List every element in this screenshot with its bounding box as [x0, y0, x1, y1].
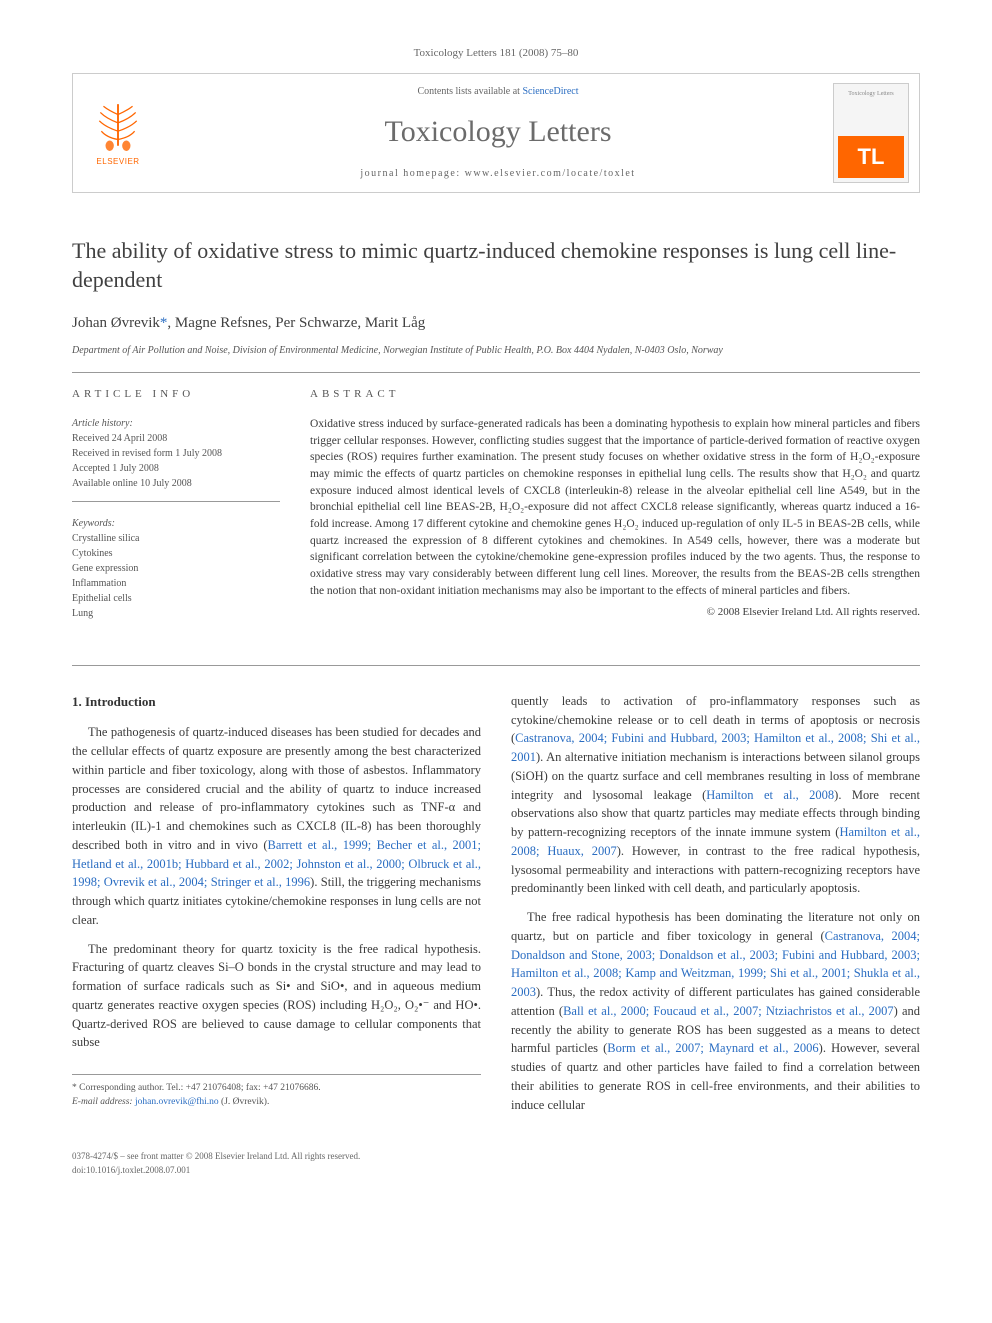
journal-header-box: ELSEVIER Contents lists available at Sci… — [72, 73, 920, 193]
affiliation: Department of Air Pollution and Noise, D… — [72, 344, 920, 358]
corresponding-author-line: * Corresponding author. Tel.: +47 210764… — [72, 1081, 481, 1095]
intro-heading: 1. Introduction — [72, 692, 481, 712]
keyword: Lung — [72, 606, 280, 621]
doi-line: doi:10.1016/j.toxlet.2008.07.001 — [72, 1164, 920, 1178]
keyword: Gene expression — [72, 561, 280, 576]
paragraph: The pathogenesis of quartz-induced disea… — [72, 723, 481, 929]
history-label: Article history: — [72, 416, 280, 431]
keywords-label: Keywords: — [72, 516, 280, 531]
article-history-block: Article history: Received 24 April 2008 … — [72, 416, 280, 502]
homepage-prefix: journal homepage: — [360, 168, 464, 179]
paragraph: quently leads to activation of pro-infla… — [511, 692, 920, 898]
history-revised: Received in revised form 1 July 2008 — [72, 446, 280, 461]
column-right: quently leads to activation of pro-infla… — [511, 692, 920, 1125]
keyword: Epithelial cells — [72, 591, 280, 606]
journal-cover-thumb: Toxicology Letters TL — [833, 83, 909, 183]
column-left: 1. Introduction The pathogenesis of quar… — [72, 692, 481, 1125]
citation-link[interactable]: Ball et al., 2000; Foucaud et al., 2007;… — [563, 1004, 894, 1018]
abstract-label: abstract — [310, 387, 920, 402]
text: The pathogenesis of quartz-induced disea… — [72, 725, 481, 852]
elsevier-tree-icon — [92, 100, 144, 152]
authors-line: Johan Øvrevik*, Magne Refsnes, Per Schwa… — [72, 313, 920, 334]
keyword: Inflammation — [72, 576, 280, 591]
keywords-block: Keywords: Crystalline silica Cytokines G… — [72, 516, 280, 631]
journal-reference: Toxicology Letters 181 (2008) 75–80 — [72, 46, 920, 61]
issn-line: 0378-4274/$ – see front matter © 2008 El… — [72, 1150, 920, 1164]
abstract-text: Oxidative stress induced by surface-gene… — [310, 416, 920, 599]
email-link[interactable]: johan.ovrevik@fhi.no — [135, 1097, 219, 1107]
body-columns: 1. Introduction The pathogenesis of quar… — [72, 692, 920, 1125]
email-label: E-mail address: — [72, 1097, 135, 1107]
contents-line: Contents lists available at ScienceDirec… — [163, 85, 833, 99]
history-received: Received 24 April 2008 — [72, 431, 280, 446]
thumb-badge: TL — [838, 136, 904, 179]
paragraph: The free radical hypothesis has been dom… — [511, 908, 920, 1114]
citation-link[interactable]: Borm et al., 2007; Maynard et al., 2006 — [607, 1041, 818, 1055]
corresponding-footer: * Corresponding author. Tel.: +47 210764… — [72, 1074, 481, 1110]
elsevier-logo: ELSEVIER — [73, 92, 163, 175]
header-center: Contents lists available at ScienceDirec… — [163, 75, 833, 191]
keyword: Crystalline silica — [72, 531, 280, 546]
abstract-column: abstract Oxidative stress induced by sur… — [310, 387, 920, 645]
sciencedirect-link[interactable]: ScienceDirect — [522, 86, 578, 97]
history-online: Available online 10 July 2008 — [72, 476, 280, 491]
text: The predominant theory for quartz toxici… — [72, 942, 481, 1050]
keyword: Cytokines — [72, 546, 280, 561]
divider-top — [72, 372, 920, 373]
page-footer: 0378-4274/$ – see front matter © 2008 El… — [72, 1150, 920, 1177]
abstract-copyright: © 2008 Elsevier Ireland Ltd. All rights … — [310, 605, 920, 620]
journal-title: Toxicology Letters — [163, 111, 833, 153]
article-info-label: article info — [72, 387, 280, 402]
article-info-column: article info Article history: Received 2… — [72, 387, 280, 645]
article-title: The ability of oxidative stress to mimic… — [72, 237, 920, 294]
citation-link[interactable]: Hamilton et al., 2008 — [706, 788, 834, 802]
contents-prefix: Contents lists available at — [417, 86, 522, 97]
paragraph: The predominant theory for quartz toxici… — [72, 940, 481, 1053]
divider-bottom — [72, 665, 920, 666]
thumb-title: Toxicology Letters — [834, 84, 908, 98]
email-suffix: (J. Øvrevik). — [219, 1097, 270, 1107]
homepage-line: journal homepage: www.elsevier.com/locat… — [163, 167, 833, 181]
elsevier-label: ELSEVIER — [96, 156, 139, 167]
author-1: Johan Øvrevik — [72, 315, 160, 331]
authors-rest: , Magne Refsnes, Per Schwarze, Marit Låg — [167, 315, 425, 331]
homepage-url: www.elsevier.com/locate/toxlet — [465, 168, 636, 179]
history-accepted: Accepted 1 July 2008 — [72, 461, 280, 476]
